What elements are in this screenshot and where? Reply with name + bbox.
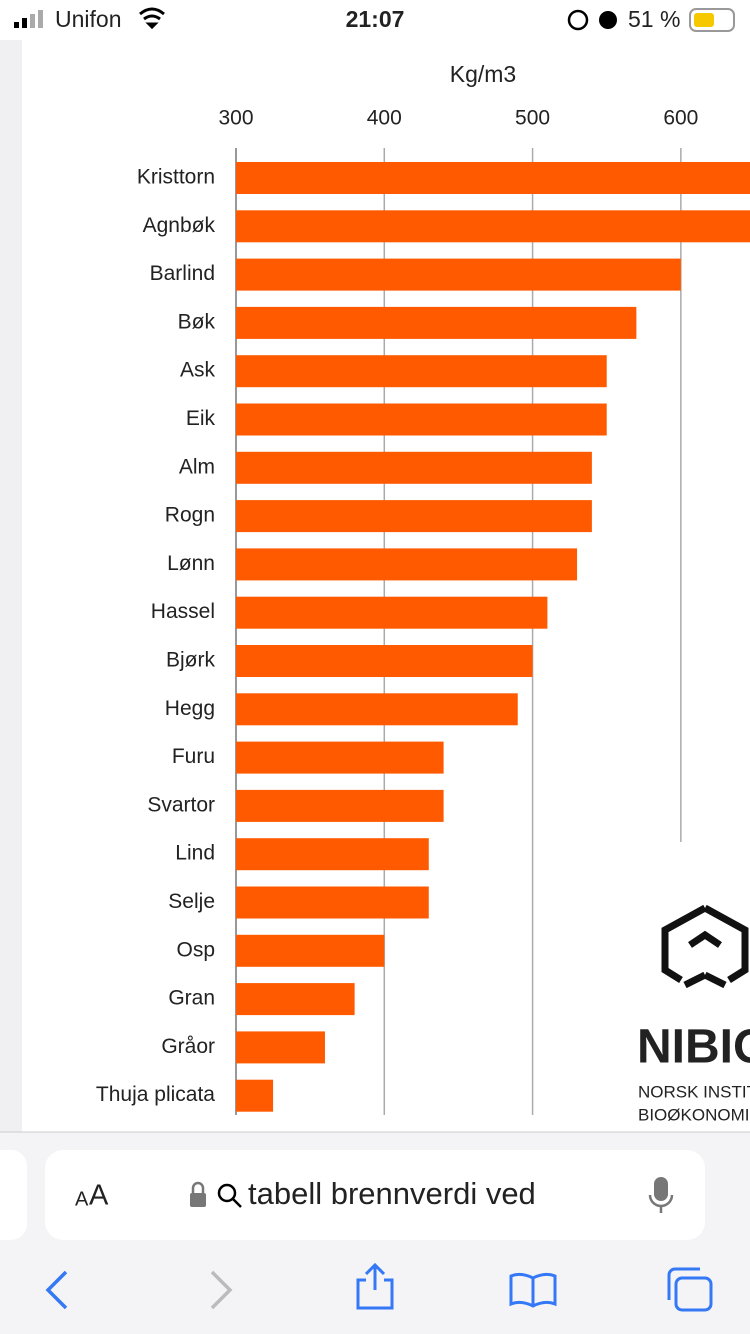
bar <box>236 548 578 581</box>
x-tick-label: 500 <box>515 107 550 130</box>
y-tick-label: Ask <box>180 359 216 382</box>
bar <box>236 789 444 822</box>
bar <box>236 741 444 774</box>
y-tick-label: Bøk <box>178 310 216 333</box>
mic-icon <box>648 1194 674 1213</box>
signal <box>14 22 19 28</box>
y-tick-label: Lind <box>175 842 215 865</box>
y-tick-label: Alm <box>179 455 215 478</box>
text-size-small[interactable]: A <box>75 1188 89 1210</box>
signal <box>22 18 27 28</box>
tabs-button[interactable] <box>674 1276 713 1312</box>
search-icon <box>232 1198 242 1208</box>
logo-subtitle: NORSK INSTITUTT FOR <box>638 1082 750 1101</box>
y-tick-label: Furu <box>172 745 215 768</box>
x-tick-label: 300 <box>218 107 253 130</box>
carrier: Unifon <box>55 6 121 32</box>
y-tick-label: Hassel <box>151 600 215 623</box>
logo-subtitle: BIOØKONOMI <box>638 1105 749 1124</box>
bar <box>236 306 637 339</box>
bar <box>236 1031 325 1064</box>
bar <box>236 500 592 533</box>
y-tick-label: Bjørk <box>166 649 215 672</box>
y-tick-label: Agnbøk <box>143 214 216 237</box>
x-tick-label: 600 <box>663 107 698 130</box>
wifi-icon <box>139 7 165 30</box>
share-button[interactable] <box>356 1262 394 1310</box>
y-tick-label: Gran <box>168 987 215 1010</box>
logo-name: NIBIO <box>637 1021 750 1074</box>
bar <box>236 258 681 291</box>
logo: NIBIO NORSK INSTITUTT FOR BIOØKONOMI <box>625 842 750 1130</box>
axis-title: Kg/m3 <box>450 61 516 87</box>
lock-icon <box>190 1193 206 1207</box>
bar <box>236 934 385 967</box>
x-tick-label: 400 <box>367 107 402 130</box>
url-field[interactable] <box>45 1150 705 1240</box>
lock-icon <box>191 1181 205 1193</box>
y-tick-label: Kristtorn <box>137 166 215 189</box>
mic-icon[interactable] <box>654 1177 668 1201</box>
battery-level <box>694 13 714 27</box>
previous-tab[interactable] <box>0 1150 27 1240</box>
y-tick-label: Selje <box>168 890 215 913</box>
alarm-icon <box>599 11 617 29</box>
battery <box>689 8 735 32</box>
back-button[interactable] <box>45 1270 68 1310</box>
logo-mark <box>661 904 749 989</box>
chart: Kg/m3 300 400 500 600 Kristtorn Agnbøk Barlind… <box>96 61 750 1115</box>
bookmarks-button[interactable] <box>509 1272 557 1308</box>
signal <box>30 14 35 28</box>
y-tick-label: Hegg <box>165 697 215 720</box>
bar <box>236 693 518 726</box>
bar <box>236 451 592 484</box>
y-tick-label: Barlind <box>150 262 215 285</box>
y-tick-label: Thuja plicata <box>96 1083 215 1106</box>
bar <box>236 596 548 629</box>
bar <box>236 645 533 677</box>
y-tick-label: Lønn <box>167 552 215 575</box>
search-query[interactable]: tabell brennverdi ved <box>248 1176 536 1211</box>
bar <box>236 886 429 919</box>
status-bar: Unifon 21:07 51 % <box>14 6 735 32</box>
time: 21:07 <box>346 6 405 32</box>
y-tick-label: Eik <box>186 407 216 430</box>
forward-button[interactable] <box>210 1270 233 1310</box>
bar <box>236 403 607 436</box>
battery-percent: 51 % <box>628 6 680 32</box>
bar <box>236 983 355 1016</box>
browser-toolbar: A A tabell brennverdi ved <box>0 1131 750 1334</box>
side-strip <box>0 40 22 1132</box>
y-tick-label: Osp <box>176 938 215 961</box>
tabs-button <box>667 1267 700 1300</box>
bar <box>236 838 429 871</box>
y-tick-label: Svartor <box>147 793 215 816</box>
rotation-lock-icon <box>567 9 589 31</box>
bar <box>236 210 750 243</box>
text-size-large[interactable]: A <box>89 1180 109 1212</box>
bar <box>236 1079 274 1112</box>
bar <box>236 162 750 194</box>
search-icon <box>217 1183 237 1203</box>
y-tick-label: Gråor <box>161 1035 215 1058</box>
bar <box>236 355 607 388</box>
y-tick-label: Rogn <box>165 504 215 527</box>
signal <box>38 10 43 28</box>
